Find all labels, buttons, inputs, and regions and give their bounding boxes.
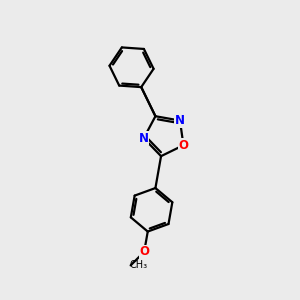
Text: O: O bbox=[178, 139, 188, 152]
Text: N: N bbox=[139, 132, 149, 145]
Text: CH₃: CH₃ bbox=[130, 260, 148, 270]
Text: O: O bbox=[139, 245, 149, 258]
Text: N: N bbox=[175, 114, 185, 127]
